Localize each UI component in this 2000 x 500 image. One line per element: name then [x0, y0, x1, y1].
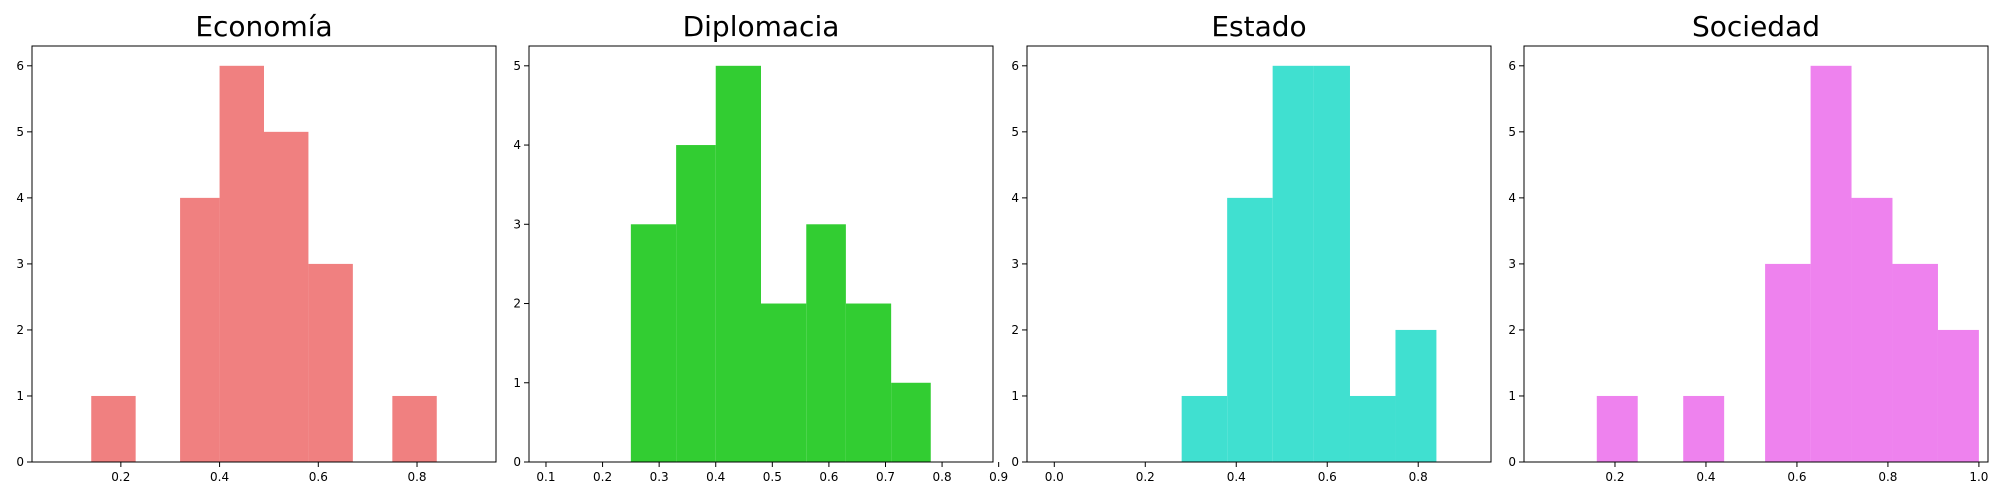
- histogram-bar: [1765, 263, 1811, 462]
- axes-frame: [1026, 45, 1492, 463]
- chart-title: Estado: [1211, 10, 1306, 43]
- histogram-bar: [1395, 329, 1437, 462]
- histogram-bar: [1272, 65, 1314, 463]
- x-tick-label: 0.1: [536, 470, 555, 484]
- histogram-bar: [761, 303, 807, 462]
- x-tick-label: 0.8: [933, 470, 952, 484]
- x-tick-label: 0.6: [1318, 470, 1337, 484]
- x-tick-label: 0.5: [763, 470, 782, 484]
- x-tick-label: 0.8: [407, 470, 426, 484]
- histogram-bar: [1937, 329, 1979, 462]
- histogram-bar: [308, 263, 353, 462]
- histogram-bar: [219, 65, 264, 463]
- y-tick-label: 3: [1011, 257, 1019, 271]
- histogram-bar: [392, 395, 437, 462]
- panel-diplomacia: Diplomacia 0 1 2 3 4 5 0.1 0.2 0.3 0.4 0.5 0.6 0.7 0.8…: [513, 10, 1008, 484]
- histogram-bar: [1683, 395, 1725, 462]
- y-tick-label: 4: [513, 138, 521, 152]
- panel-economia: Economía 0 1 2 3 4 5 6 0.2 0.4 0.6 0.8: [16, 10, 497, 484]
- x-tick-label: 0.3: [650, 470, 669, 484]
- y-tick-label: 5: [1508, 125, 1516, 139]
- y-tick-label: 1: [1508, 389, 1516, 403]
- x-tick-label: 0.4: [210, 470, 229, 484]
- axes-frame: [528, 45, 994, 463]
- y-tick-label: 6: [1011, 59, 1019, 73]
- y-tick-label: 0: [1011, 455, 1019, 469]
- histogram-bar: [630, 224, 677, 462]
- y-tick-label: 6: [16, 59, 24, 73]
- histogram-bar: [1851, 197, 1893, 462]
- x-tick-label: 0.4: [706, 470, 725, 484]
- x-tick-label: 0.6: [1787, 470, 1806, 484]
- axes-frame: [1523, 45, 1989, 463]
- y-tick-label: 6: [1508, 59, 1516, 73]
- y-tick-label: 5: [513, 59, 521, 73]
- y-tick-label: 4: [16, 191, 24, 205]
- histogram-bar: [1892, 263, 1938, 462]
- histogram-bar: [806, 224, 846, 462]
- histogram-bar: [91, 395, 136, 462]
- histogram-bar: [1227, 197, 1273, 462]
- x-tick-label: 0.2: [1605, 470, 1624, 484]
- histogram-bar: [264, 131, 309, 463]
- y-tick-label: 2: [16, 323, 24, 337]
- histogram-bar: [715, 65, 761, 463]
- y-tick-label: 4: [1508, 191, 1516, 205]
- y-tick-label: 0: [16, 455, 24, 469]
- y-tick-label: 3: [513, 217, 521, 231]
- axes-frame: [31, 45, 497, 463]
- y-tick-label: 0: [513, 455, 521, 469]
- histogram-bar: [1181, 395, 1228, 462]
- chart-title: Diplomacia: [683, 10, 840, 43]
- y-tick-label: 0: [1508, 455, 1516, 469]
- y-tick-label: 2: [1508, 323, 1516, 337]
- histogram-bar: [180, 197, 220, 462]
- histogram-bar: [1313, 65, 1350, 463]
- x-tick-label: 0.8: [1409, 470, 1428, 484]
- histogram-bar: [891, 382, 931, 462]
- x-tick-label: 0.6: [309, 470, 328, 484]
- y-tick-label: 3: [1508, 257, 1516, 271]
- x-tick-label: 0.7: [876, 470, 895, 484]
- y-tick-label: 1: [16, 389, 24, 403]
- y-tick-label: 5: [1011, 125, 1019, 139]
- y-tick-label: 4: [1011, 191, 1019, 205]
- histogram-bar: [676, 145, 716, 463]
- x-tick-label: 1.0: [1969, 470, 1988, 484]
- x-tick-label: 0.6: [819, 470, 838, 484]
- y-tick-label: 2: [513, 297, 521, 311]
- y-tick-label: 3: [16, 257, 24, 271]
- histogram-bar: [1596, 395, 1638, 462]
- x-tick-label: 0.2: [593, 470, 612, 484]
- x-tick-label: 0.4: [1696, 470, 1715, 484]
- histogram-bar: [1810, 65, 1852, 463]
- y-tick-label: 5: [16, 125, 24, 139]
- x-tick-label: 0.9: [989, 470, 1008, 484]
- x-tick-label: 0.8: [1878, 470, 1897, 484]
- chart-title: Economía: [195, 10, 332, 43]
- x-tick-label: 0.2: [111, 470, 130, 484]
- x-tick-label: 0.4: [1227, 470, 1246, 484]
- chart-title: Sociedad: [1692, 10, 1820, 43]
- y-tick-label: 2: [1011, 323, 1019, 337]
- y-tick-label: 1: [1011, 389, 1019, 403]
- x-tick-label: 0.2: [1136, 470, 1155, 484]
- x-tick-label: 0.0: [1045, 470, 1064, 484]
- y-tick-label: 1: [513, 376, 521, 390]
- panel-sociedad: Sociedad 0 1 2 3 4 5 6 0.2 0.4 0.6 0.8 1.0: [1508, 10, 1989, 484]
- histogram-bar: [1349, 395, 1396, 462]
- panel-estado: Estado 0 1 2 3 4 5 6 0.0 0.2 0.4 0.6 0.8: [1011, 10, 1492, 484]
- histogram-bar: [845, 303, 892, 462]
